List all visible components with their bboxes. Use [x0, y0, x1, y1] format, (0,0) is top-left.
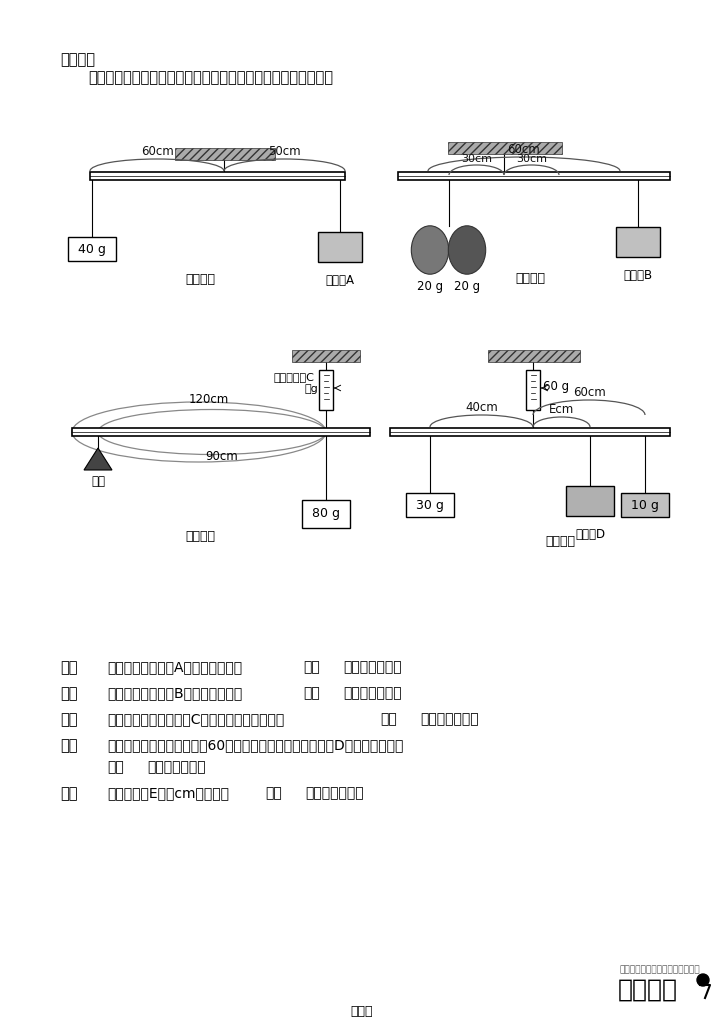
- Text: （図４）: （図４）: [545, 535, 575, 548]
- Bar: [72, 428, 370, 436]
- Text: 四谷大塚: 四谷大塚: [618, 978, 678, 1002]
- Text: 問５: 問５: [60, 712, 77, 727]
- Bar: [175, 148, 275, 160]
- Text: （図１）のおもりAは何ｇですか。: （図１）のおもりAは何ｇですか。: [107, 660, 242, 674]
- Text: で答えなさい。: で答えなさい。: [343, 686, 402, 700]
- Text: 90cm: 90cm: [206, 450, 238, 463]
- Bar: [448, 142, 562, 154]
- Text: 数字: 数字: [107, 760, 124, 774]
- Text: でてこい、未来のリーダーたち。: でてこい、未来のリーダーたち。: [620, 965, 700, 974]
- Text: 問７: 問７: [60, 786, 77, 801]
- Bar: [319, 370, 333, 410]
- Bar: [90, 172, 345, 180]
- Text: おもりA: おもりA: [326, 274, 355, 287]
- Text: 60cm: 60cm: [573, 386, 605, 399]
- Text: 問６: 問６: [60, 738, 77, 753]
- Text: 40 g: 40 g: [78, 243, 106, 256]
- Text: 数字: 数字: [265, 786, 282, 800]
- Text: 支点: 支点: [91, 475, 105, 488]
- Text: 数字: 数字: [380, 712, 397, 726]
- Text: 30cm: 30cm: [461, 154, 492, 164]
- Text: 120cm: 120cm: [189, 393, 229, 406]
- Bar: [398, 172, 670, 180]
- Bar: [621, 493, 669, 517]
- Text: 60cm: 60cm: [508, 143, 540, 156]
- Ellipse shape: [448, 226, 486, 274]
- Bar: [526, 370, 540, 410]
- Text: 問３: 問３: [60, 660, 77, 675]
- Text: （図３）: （図３）: [185, 530, 215, 543]
- Text: 20 g: 20 g: [454, 280, 480, 293]
- Bar: [616, 227, 660, 257]
- Text: 問４: 問４: [60, 686, 77, 701]
- Text: －２－: －２－: [350, 1005, 374, 1018]
- Text: 60cm: 60cm: [140, 145, 173, 158]
- Text: 20 g: 20 g: [417, 280, 443, 293]
- Text: 数字: 数字: [303, 686, 320, 700]
- Text: 30cm: 30cm: [516, 154, 547, 164]
- Circle shape: [697, 974, 709, 986]
- Text: おもりB: おもりB: [623, 269, 652, 282]
- Text: で答えなさい。: で答えなさい。: [305, 786, 363, 800]
- Text: で答えなさい。: で答えなさい。: [420, 712, 479, 726]
- Text: ？g: ？g: [304, 384, 318, 394]
- Ellipse shape: [411, 226, 449, 274]
- Text: で答えなさい。: で答えなさい。: [147, 760, 206, 774]
- Bar: [390, 428, 670, 436]
- Bar: [488, 350, 580, 362]
- Text: 40cm: 40cm: [465, 401, 498, 414]
- Text: ＜実験＞: ＜実験＞: [60, 52, 95, 67]
- Text: Ecm: Ecm: [549, 403, 574, 416]
- Text: 数字: 数字: [303, 660, 320, 674]
- Text: おもりD: おもりD: [575, 528, 605, 541]
- Text: （図１）: （図１）: [185, 273, 215, 286]
- Text: 10 g: 10 g: [631, 499, 659, 512]
- Bar: [68, 237, 116, 261]
- Polygon shape: [84, 449, 112, 470]
- Bar: [406, 493, 454, 517]
- Text: 30 g: 30 g: [416, 499, 444, 512]
- Text: 50cm: 50cm: [268, 145, 300, 158]
- Text: で答えなさい。: で答えなさい。: [343, 660, 402, 674]
- Text: （図４）で，ばねばかりは60ｇを示していました。おもりDは何ｇですか。: （図４）で，ばねばかりは60ｇを示していました。おもりDは何ｇですか。: [107, 738, 403, 752]
- Bar: [566, 486, 614, 516]
- Text: （図２）のおもりBは何ｇですか。: （図２）のおもりBは何ｇですか。: [107, 686, 243, 700]
- Text: （図２）: （図２）: [515, 272, 545, 285]
- Bar: [302, 500, 350, 528]
- Text: ばねばかりC: ばねばかりC: [273, 372, 314, 382]
- Text: （図３）でばねばかりCは何ｇを示しますか。: （図３）でばねばかりCは何ｇを示しますか。: [107, 712, 285, 726]
- Text: （図４）のEは何cmですか。: （図４）のEは何cmですか。: [107, 786, 229, 800]
- Text: （図１）〜（図４）のようにして，棒を水平につり合わせた。: （図１）〜（図４）のようにして，棒を水平につり合わせた。: [88, 70, 333, 85]
- Text: 60 g: 60 g: [543, 380, 569, 393]
- Bar: [292, 350, 360, 362]
- Bar: [318, 232, 362, 262]
- Text: 80 g: 80 g: [312, 508, 340, 520]
